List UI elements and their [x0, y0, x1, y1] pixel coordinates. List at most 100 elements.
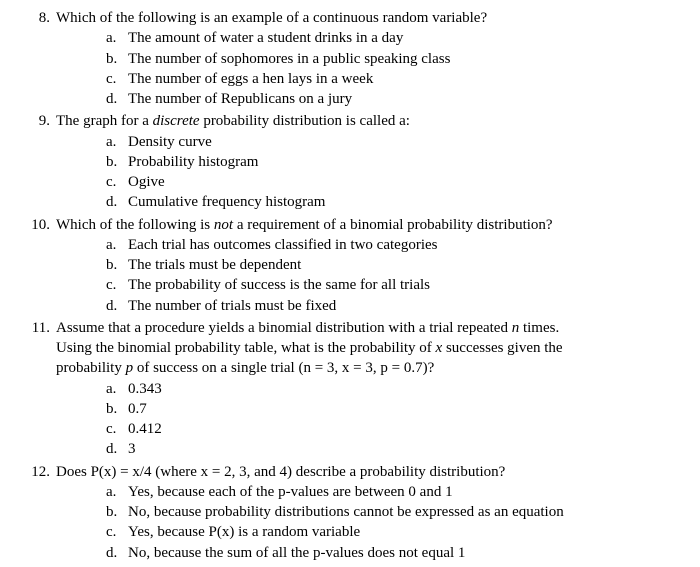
option-letter: a. [106, 132, 128, 152]
question-text: Which of the following is an example of … [56, 8, 680, 28]
options-list: a. Yes, because each of the p-values are… [20, 482, 680, 563]
option-text: The number of trials must be fixed [128, 296, 680, 316]
question-text: Which of the following is not a requirem… [56, 215, 680, 235]
option-text: The number of sophomores in a public spe… [128, 49, 680, 69]
option-letter: b. [106, 502, 128, 522]
stem-italic: not [214, 217, 233, 233]
option-d: d. 3 [106, 439, 680, 459]
option-letter: a. [106, 482, 128, 502]
option-text: Density curve [128, 132, 680, 152]
option-d: d. Cumulative frequency histogram [106, 192, 680, 212]
option-letter: c. [106, 172, 128, 192]
option-d: d. No, because the sum of all the p-valu… [106, 543, 680, 563]
option-a: a. Each trial has outcomes classified in… [106, 235, 680, 255]
option-text: 0.7 [128, 399, 680, 419]
option-letter: c. [106, 522, 128, 542]
option-c: c. Yes, because P(x) is a random variabl… [106, 522, 680, 542]
question-9: 9. The graph for a discrete probability … [20, 111, 680, 212]
option-a: a. Yes, because each of the p-values are… [106, 482, 680, 502]
question-stem: 12. Does P(x) = x/4 (where x = 2, 3, and… [20, 462, 680, 482]
option-text: Each trial has outcomes classified in tw… [128, 235, 680, 255]
options-list: a. 0.343 b. 0.7 c. 0.412 d. 3 [20, 379, 680, 460]
question-number: 10. [20, 215, 56, 235]
option-a: a. 0.343 [106, 379, 680, 399]
question-number: 9. [20, 111, 56, 131]
option-letter: b. [106, 152, 128, 172]
stem-italic: p [126, 360, 134, 376]
option-b: b. The trials must be dependent [106, 255, 680, 275]
option-text: The trials must be dependent [128, 255, 680, 275]
option-letter: c. [106, 275, 128, 295]
stem-post: successes given the [442, 340, 562, 356]
option-letter: a. [106, 235, 128, 255]
option-a: a. The amount of water a student drinks … [106, 28, 680, 48]
option-b: b. 0.7 [106, 399, 680, 419]
question-text: Does P(x) = x/4 (where x = 2, 3, and 4) … [56, 462, 680, 482]
stem-italic: discrete [153, 113, 200, 129]
option-letter: d. [106, 543, 128, 563]
option-text: No, because probability distributions ca… [128, 502, 680, 522]
question-stem: 10. Which of the following is not a requ… [20, 215, 680, 235]
question-number: 11. [20, 318, 56, 338]
stem-post: probability distribution is called a: [200, 113, 410, 129]
option-text: Ogive [128, 172, 680, 192]
option-letter: c. [106, 419, 128, 439]
option-letter: c. [106, 69, 128, 89]
stem-pre: Which of the following is [56, 217, 214, 233]
option-b: b. The number of sophomores in a public … [106, 49, 680, 69]
question-8: 8. Which of the following is an example … [20, 8, 680, 109]
option-letter: b. [106, 255, 128, 275]
stem-pre: Assume that a procedure yields a binomia… [56, 320, 512, 336]
options-list: a. Each trial has outcomes classified in… [20, 235, 680, 316]
question-number: 8. [20, 8, 56, 28]
option-letter: d. [106, 192, 128, 212]
option-text: Yes, because each of the p-values are be… [128, 482, 680, 502]
option-text: Yes, because P(x) is a random variable [128, 522, 680, 542]
option-text: 3 [128, 439, 680, 459]
option-b: b. No, because probability distributions… [106, 502, 680, 522]
option-text: The probability of success is the same f… [128, 275, 680, 295]
question-number: 12. [20, 462, 56, 482]
question-stem: 9. The graph for a discrete probability … [20, 111, 680, 131]
option-d: d. The number of Republicans on a jury [106, 89, 680, 109]
question-text: The graph for a discrete probability dis… [56, 111, 680, 131]
stem-post: a requirement of a binomial probability … [233, 217, 553, 233]
option-text: No, because the sum of all the p-values … [128, 543, 680, 563]
question-text-line1: Assume that a procedure yields a binomia… [56, 318, 680, 338]
option-text: The number of eggs a hen lays in a week [128, 69, 680, 89]
option-d: d. The number of trials must be fixed [106, 296, 680, 316]
option-letter: a. [106, 379, 128, 399]
option-text: Cumulative frequency histogram [128, 192, 680, 212]
option-letter: d. [106, 89, 128, 109]
option-letter: a. [106, 28, 128, 48]
question-stem: 11. Assume that a procedure yields a bin… [20, 318, 680, 338]
option-c: c. 0.412 [106, 419, 680, 439]
option-c: c. The number of eggs a hen lays in a we… [106, 69, 680, 89]
stem-post: of success on a single trial (n = 3, x =… [133, 360, 434, 376]
option-letter: b. [106, 49, 128, 69]
option-c: c. Ogive [106, 172, 680, 192]
option-text: 0.343 [128, 379, 680, 399]
question-stem: 8. Which of the following is an example … [20, 8, 680, 28]
option-letter: d. [106, 439, 128, 459]
question-12: 12. Does P(x) = x/4 (where x = 2, 3, and… [20, 462, 680, 563]
options-list: a. The amount of water a student drinks … [20, 28, 680, 109]
option-text: 0.412 [128, 419, 680, 439]
option-c: c. The probability of success is the sam… [106, 275, 680, 295]
option-text: The amount of water a student drinks in … [128, 28, 680, 48]
option-letter: b. [106, 399, 128, 419]
stem-post: times. [519, 320, 559, 336]
stem-pre: Using the binomial probability table, wh… [56, 340, 436, 356]
option-text: The number of Republicans on a jury [128, 89, 680, 109]
options-list: a. Density curve b. Probability histogra… [20, 132, 680, 213]
question-10: 10. Which of the following is not a requ… [20, 215, 680, 316]
stem-pre: The graph for a [56, 113, 153, 129]
question-text-line3: probability p of success on a single tri… [20, 358, 680, 378]
option-letter: d. [106, 296, 128, 316]
option-b: b. Probability histogram [106, 152, 680, 172]
option-a: a. Density curve [106, 132, 680, 152]
question-text-line2: Using the binomial probability table, wh… [20, 338, 680, 358]
stem-pre: probability [56, 360, 126, 376]
question-11: 11. Assume that a procedure yields a bin… [20, 318, 680, 460]
option-text: Probability histogram [128, 152, 680, 172]
